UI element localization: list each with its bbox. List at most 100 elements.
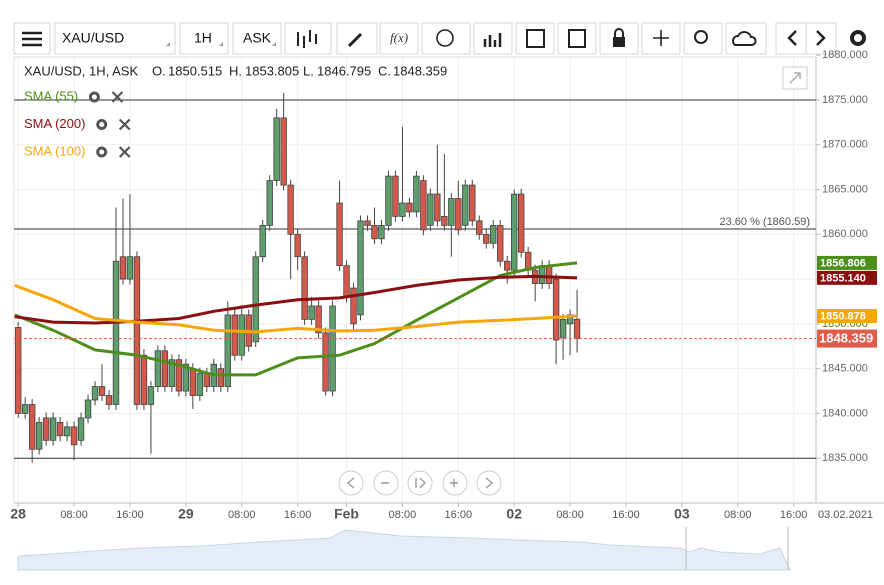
interval-button[interactable] [179, 22, 229, 55]
nav-buttons [338, 470, 502, 496]
prev-icon [787, 30, 797, 46]
candle-body [483, 233, 490, 244]
price-tag [817, 255, 877, 270]
side-button[interactable] [232, 22, 282, 55]
interval-text: 1H [194, 30, 212, 46]
sma-line [14, 283, 578, 334]
candle-body [105, 395, 113, 405]
calendar-button[interactable] [515, 22, 555, 55]
cloud-button[interactable] [725, 22, 767, 55]
candle-body [133, 256, 141, 405]
x-tick-label: 16:00 [612, 509, 640, 521]
legend-settings[interactable] [96, 146, 108, 158]
template-button[interactable] [557, 22, 597, 55]
axes: 1835.0001840.0001845.0001850.0001855.000… [10, 49, 877, 522]
price-tag-label: 1855.140 [820, 272, 866, 284]
candle-body [112, 260, 120, 405]
fx-button[interactable] [379, 22, 419, 55]
candle-body [336, 202, 343, 267]
toolbar: XAU/USD 1H ASK f(x) [13, 22, 866, 55]
candle-body [413, 175, 420, 213]
x-tick-label: 16:00 [284, 509, 312, 521]
chart-type-icon [297, 30, 317, 48]
candle-body [238, 314, 245, 356]
candle-body [448, 198, 455, 226]
candle-body [517, 193, 525, 253]
price-tag-label: 1856.806 [820, 257, 866, 269]
next-button[interactable] [805, 22, 837, 55]
x-tick-label: 03 [674, 506, 690, 522]
candle-body [476, 220, 483, 235]
indicator-button[interactable] [473, 22, 513, 55]
candle-body [545, 265, 553, 284]
candle-body [217, 368, 224, 387]
legend-remove[interactable] [118, 146, 131, 158]
y-tick-label: 1865.000 [822, 183, 868, 195]
price-tag-label: 1850.878 [820, 310, 866, 322]
candle-body [322, 332, 329, 392]
candle-body [315, 305, 322, 334]
legend-label: SMA (100) [24, 143, 85, 158]
template-icon [568, 29, 586, 48]
x-tick-label: 16:00 [445, 509, 473, 521]
navigator [17, 527, 791, 571]
candle-body [455, 198, 462, 231]
candle-body [350, 287, 357, 325]
candle-body [175, 359, 183, 392]
lock-shackle [614, 28, 624, 37]
corner [272, 42, 276, 46]
candle-body [552, 278, 560, 341]
x-tick-label: Feb [334, 506, 359, 522]
cloud-icon [732, 31, 757, 46]
x-tick-label: 08:00 [60, 509, 88, 521]
y-tick-label: 1845.000 [822, 363, 868, 375]
candle-body [420, 180, 427, 231]
plot: 23.60 % (1860.59) [14, 57, 816, 503]
candle-body [273, 117, 280, 181]
corner [166, 42, 170, 46]
candle-body [259, 224, 266, 258]
info-button[interactable] [421, 22, 471, 55]
x-tick-label: 16:00 [780, 509, 808, 521]
settings-icon[interactable] [850, 30, 866, 46]
candle-body [252, 256, 259, 343]
legend-label: SMA (55) [24, 88, 78, 103]
fx-icon: f(x) [390, 30, 408, 45]
legend-remove[interactable] [111, 91, 124, 103]
chart-type-button[interactable] [284, 22, 332, 55]
x-tick-label: 16:00 [116, 509, 144, 521]
legend-remove[interactable] [118, 118, 131, 131]
legend-label: SMA (200) [24, 116, 85, 131]
candle-body [35, 421, 43, 450]
candle-body [385, 175, 392, 226]
x-tick-label: 08:00 [228, 509, 256, 521]
x-tick-label: 08:00 [389, 509, 417, 521]
last-price-tag [817, 329, 877, 348]
candle-body [119, 256, 127, 280]
candle-body [301, 256, 308, 320]
close-value: 1848.359 [393, 63, 447, 78]
expand-icon [789, 72, 801, 84]
candle-body [42, 417, 50, 441]
next-icon [816, 30, 826, 46]
legend-settings[interactable] [96, 119, 108, 130]
legend-settings[interactable] [88, 91, 100, 103]
info-icon [436, 29, 454, 47]
candle-body [189, 368, 197, 396]
candle-body [147, 386, 155, 405]
candle-body [406, 202, 413, 213]
candle-body [294, 233, 301, 258]
x-tick-label: 08:00 [556, 509, 584, 521]
indicator-icon [483, 33, 502, 47]
candle-body [364, 220, 371, 226]
symbol-input[interactable] [54, 22, 176, 55]
y-tick-label: 1870.000 [822, 139, 868, 151]
candle-body [434, 193, 441, 222]
candle-body [287, 184, 294, 235]
candle-body [441, 216, 448, 226]
zoom-button[interactable] [683, 22, 723, 55]
candle-body [343, 265, 350, 298]
corner [219, 42, 223, 46]
candle-body [196, 372, 204, 396]
